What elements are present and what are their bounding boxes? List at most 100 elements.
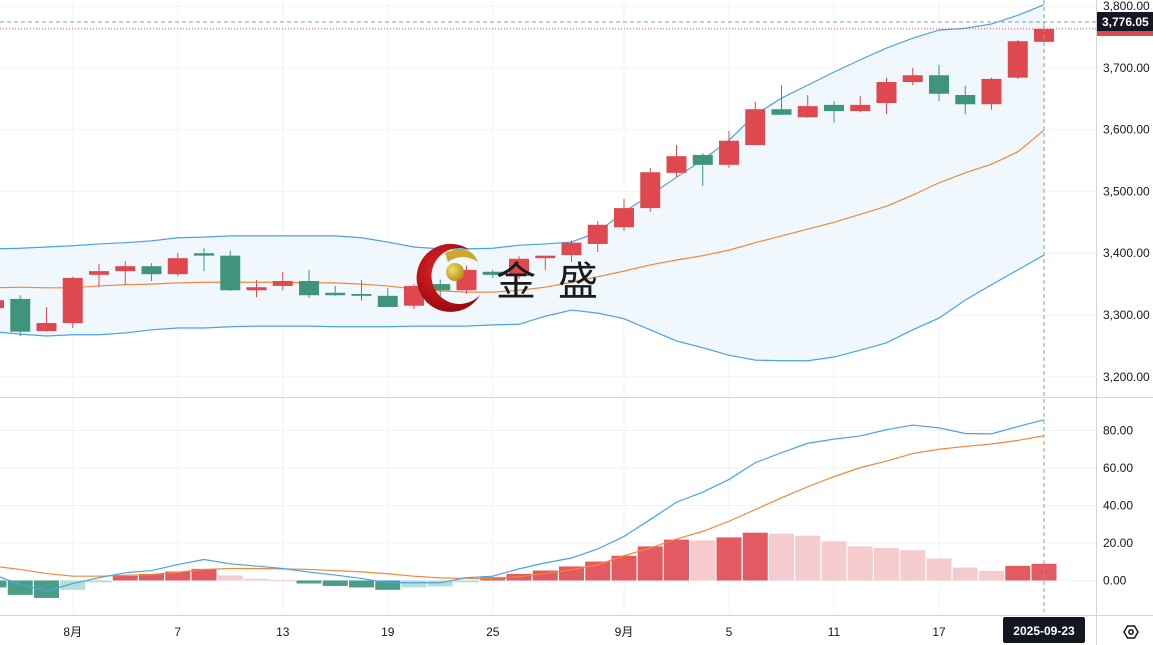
histogram-bar: [191, 568, 217, 581]
histogram-bar: [690, 540, 716, 581]
band-fill: [0, 4, 1044, 361]
candle-body: [850, 104, 871, 112]
candle: [1007, 39, 1028, 79]
candle-body: [167, 258, 188, 275]
histogram-bar: [716, 537, 742, 581]
candle-body: [0, 300, 4, 309]
price-tick-label: 3,200.00: [1103, 370, 1150, 384]
upper-band-line: [0, 4, 1045, 250]
candle: [902, 67, 923, 86]
candle-body: [377, 295, 398, 307]
candle-body: [561, 242, 582, 256]
candle: [797, 94, 818, 118]
candle: [509, 256, 529, 280]
candle-body: [797, 106, 818, 118]
price-tick-label: 3,600.00: [1103, 123, 1150, 137]
candle-body: [220, 255, 241, 291]
histogram-bar: [139, 573, 164, 581]
candle-body: [62, 277, 83, 324]
candle-body: [666, 156, 687, 173]
candle-body: [1007, 41, 1028, 78]
candle: [325, 285, 346, 296]
candle: [89, 263, 109, 288]
watermark-logo: 金盛: [416, 243, 620, 312]
histogram-bar: [322, 580, 348, 586]
candle: [876, 77, 897, 115]
candle: [377, 287, 398, 307]
indicator-tick-label: 60.00: [1103, 461, 1133, 475]
candle-body: [824, 104, 844, 112]
indicator-tick-label: 20.00: [1103, 536, 1133, 550]
price-tick-label: 3,500.00: [1103, 184, 1150, 198]
candle: [771, 85, 792, 115]
candle: [115, 261, 136, 285]
candle: [719, 130, 739, 168]
middle-band-line: [0, 129, 1045, 293]
candle: [587, 221, 608, 252]
candle-body: [692, 154, 713, 165]
settings-button[interactable]: [1123, 625, 1139, 639]
histogram-bar: [847, 546, 873, 581]
histogram-bar: [34, 580, 59, 598]
candle: [272, 271, 293, 291]
histogram-bar: [769, 533, 794, 581]
candle-body: [745, 109, 766, 146]
candle: [36, 306, 57, 332]
histogram-bar: [427, 580, 453, 587]
histogram-bar: [401, 580, 427, 588]
time-tick-label: 13: [276, 625, 290, 639]
candle-body: [509, 258, 529, 277]
candle: [141, 263, 162, 282]
candle-body: [115, 266, 136, 272]
histogram-bar: [979, 570, 1004, 581]
candle-body: [771, 109, 792, 115]
histogram-bar: [165, 571, 191, 581]
candle-body: [89, 271, 109, 275]
candle-body: [482, 271, 503, 275]
histogram-bar: [86, 580, 112, 583]
logo-swoosh-icon: [445, 249, 478, 262]
histogram-bar: [637, 546, 663, 581]
main-line: [0, 419, 1045, 592]
candle: [62, 276, 83, 328]
histogram-bar: [742, 532, 768, 581]
histogram-bar: [349, 580, 374, 588]
candle: [404, 284, 424, 309]
candle: [0, 300, 4, 309]
histogram-bar: [112, 575, 138, 581]
candle: [561, 240, 582, 262]
candle-body: [10, 298, 31, 332]
histogram-bar: [611, 555, 637, 581]
time-tick-label: 17: [932, 625, 946, 639]
histogram-bar: [900, 550, 926, 581]
candle: [614, 198, 634, 231]
candle: [430, 279, 451, 297]
logo-ball-icon: [446, 263, 464, 281]
logo-text: 金盛: [496, 259, 620, 305]
candle: [299, 269, 319, 298]
candle: [246, 279, 267, 298]
candle-body: [587, 224, 608, 244]
indicator-tick-label: 40.00: [1103, 499, 1133, 513]
lower-band-line: [0, 254, 1045, 362]
candle: [640, 167, 661, 212]
candle-body: [955, 94, 976, 105]
histogram-bar: [217, 575, 243, 581]
candle-body: [272, 281, 293, 286]
histogram-bar: [952, 567, 978, 581]
candle: [220, 250, 241, 291]
signal-line: [0, 435, 1045, 580]
time-tick-label: 5: [726, 625, 733, 639]
candle-body: [929, 75, 949, 94]
last-price-marker: [1097, 31, 1153, 36]
candle: [535, 255, 556, 270]
candles: [0, 25, 1054, 337]
candle: [981, 77, 1002, 110]
histogram-bar: [296, 580, 322, 584]
time-tick-label: 19: [381, 625, 395, 639]
candle-body: [299, 281, 319, 296]
candle-body: [876, 82, 897, 104]
